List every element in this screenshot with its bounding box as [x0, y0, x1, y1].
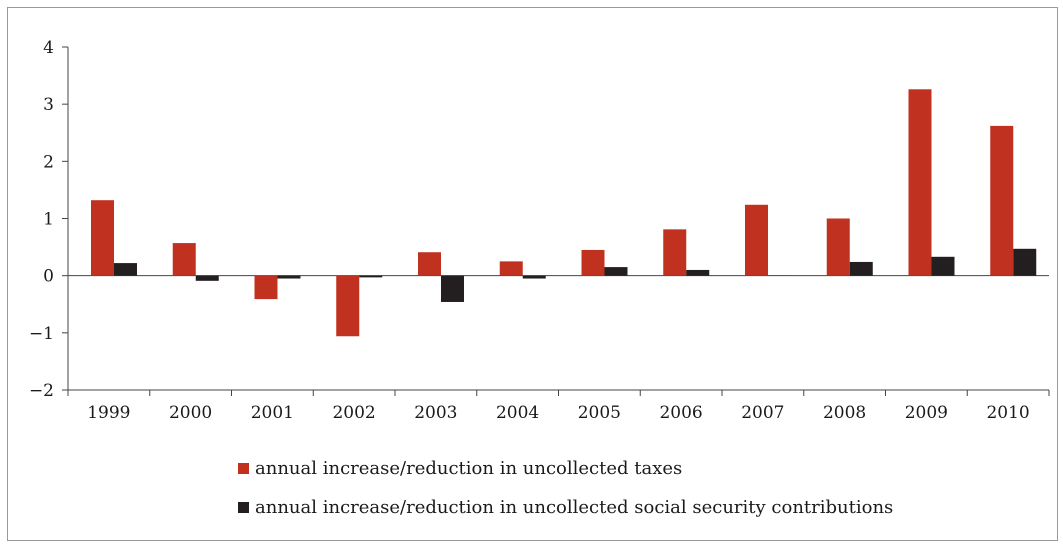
bar-social-security-2004	[522, 275, 546, 279]
x-tick-label: 2001	[251, 403, 294, 423]
x-tick-label: 2006	[659, 403, 702, 423]
legend-swatch	[238, 502, 249, 513]
bar-taxes-2002	[336, 275, 360, 337]
tick-labels: −2 −1 0 1 2 3 4 1999 2000 2001 2002 2003 2004 2005 200…	[29, 38, 1030, 423]
y-tick-label: 3	[43, 95, 54, 115]
y-tick-label: 4	[43, 38, 54, 58]
x-tick-label: 2010	[986, 403, 1029, 423]
legend-swatch	[238, 463, 249, 474]
x-tick-label: 1999	[87, 403, 130, 423]
bar-taxes-2006	[663, 229, 687, 276]
bar-taxes-2004	[499, 261, 523, 276]
bar-social-security-2010	[1013, 248, 1037, 276]
legend-label: annual increase/reduction in uncollected…	[255, 497, 893, 518]
y-tick-label: 1	[43, 210, 54, 230]
bar-social-security-1999	[114, 263, 137, 276]
legend-label: annual increase/reduction in uncollected…	[255, 458, 682, 479]
bar-taxes-2001	[254, 275, 278, 300]
x-tick-label: 2009	[905, 403, 948, 423]
x-tick-label: 2008	[823, 403, 866, 423]
y-tick-label: 0	[43, 267, 54, 287]
bar-social-security-2000	[195, 275, 219, 281]
bar-social-security-2006	[686, 269, 710, 276]
x-tick-label: 2005	[578, 403, 621, 423]
bar-social-security-2008	[849, 261, 873, 276]
y-tick-label: 2	[43, 152, 54, 172]
bar-taxes-2010	[990, 125, 1014, 276]
legend: annual increase/reduction in uncollected…	[238, 458, 893, 518]
x-tick-label: 2007	[741, 403, 784, 423]
bar-social-security-2002	[359, 275, 383, 278]
bar-taxes-2003	[418, 252, 441, 276]
bar-chart: −2 −1 0 1 2 3 4 1999 2000 2001 2002 2003 2004 2005 200…	[29, 38, 1050, 518]
chart-frame: −2 −1 0 1 2 3 4 1999 2000 2001 2002 2003 2004 2005 200…	[7, 7, 1058, 541]
x-tick-label: 2003	[414, 403, 457, 423]
x-tick-label: 2004	[496, 403, 539, 423]
x-tick-label: 2002	[332, 403, 375, 423]
axes	[62, 46, 1050, 396]
bar-social-security-2001	[277, 275, 301, 279]
x-tick-label: 2000	[169, 403, 212, 423]
bar-social-security-2009	[931, 256, 955, 276]
bar-taxes-2008	[826, 218, 850, 276]
bar-social-security-2005	[604, 267, 628, 276]
bars	[91, 89, 1037, 337]
bar-taxes-1999	[91, 200, 114, 276]
bar-taxes-2007	[745, 204, 768, 276]
bar-taxes-2000	[172, 243, 196, 276]
y-tick-label: −1	[29, 324, 54, 344]
y-tick-label: −2	[29, 381, 54, 401]
bar-taxes-2009	[908, 89, 932, 276]
bar-social-security-2003	[441, 275, 464, 302]
bar-taxes-2005	[581, 249, 605, 276]
